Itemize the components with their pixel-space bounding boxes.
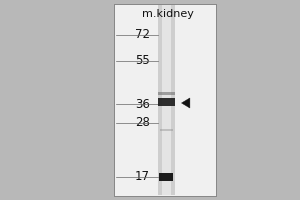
Bar: [158, 92, 175, 95]
Text: 72: 72: [135, 28, 150, 42]
Bar: [114, 4, 216, 196]
Bar: [158, 5, 175, 195]
Polygon shape: [182, 98, 190, 108]
Bar: [160, 129, 173, 131]
Bar: [114, 4, 216, 196]
Bar: [162, 5, 172, 195]
Text: 17: 17: [135, 170, 150, 184]
Bar: [159, 173, 173, 181]
Text: 55: 55: [135, 54, 150, 68]
Bar: [158, 98, 175, 106]
Text: 36: 36: [135, 98, 150, 110]
Text: m.kidney: m.kidney: [142, 9, 194, 19]
Text: 28: 28: [135, 116, 150, 130]
